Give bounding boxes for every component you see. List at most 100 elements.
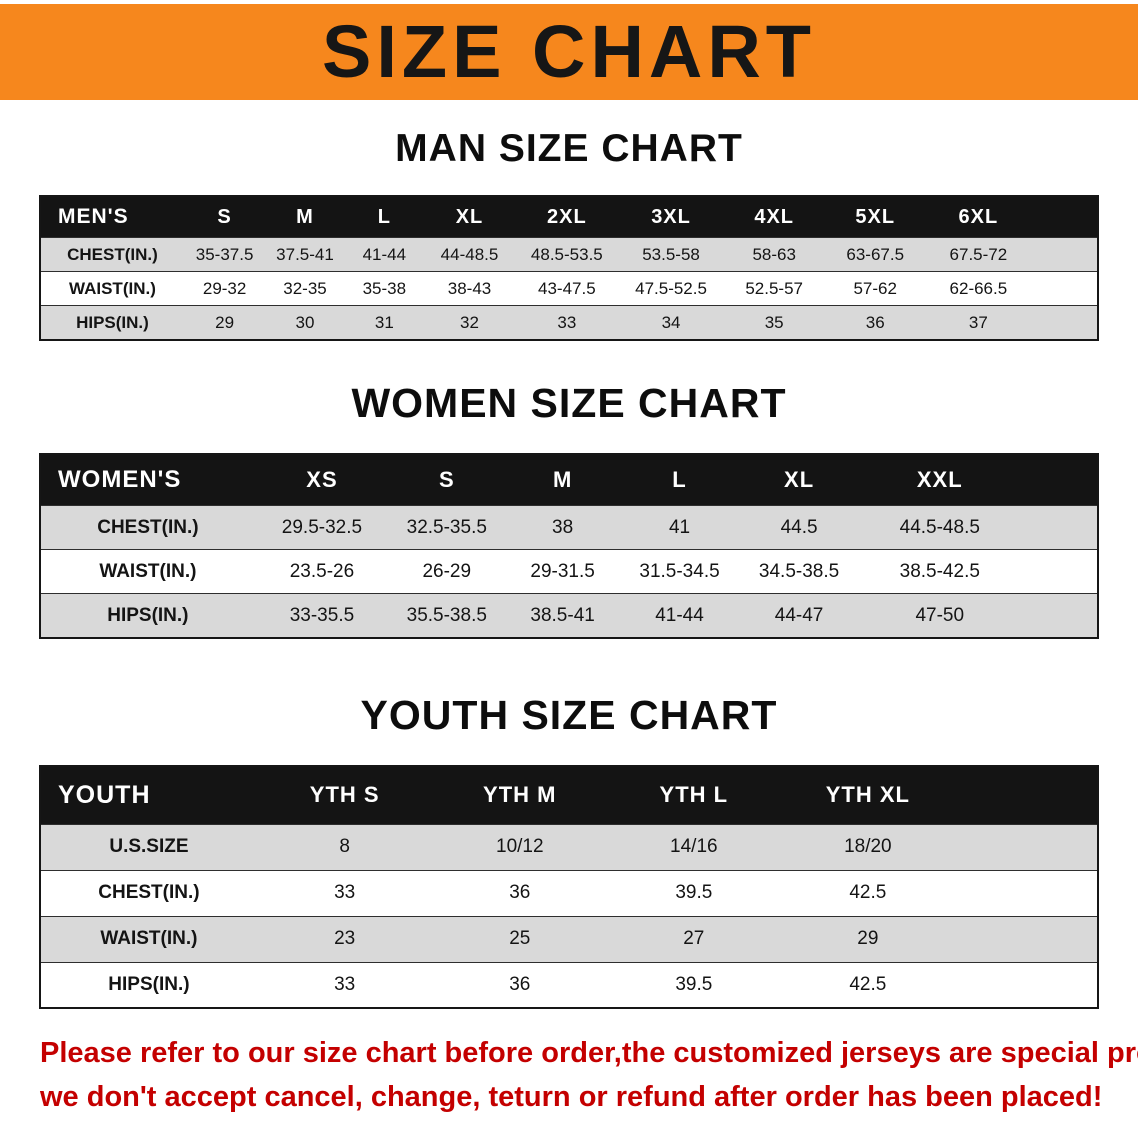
order-notice: Please refer to our size chart before or… xyxy=(0,1031,1138,1119)
row-label: CHEST(IN.) xyxy=(98,882,200,904)
table-row: CHEST(IN.) 33 36 39.5 42.5 xyxy=(40,870,1098,917)
filler-cell xyxy=(955,824,1098,870)
row-label: WAIST(IN.) xyxy=(100,928,198,950)
size-value: 41-44 xyxy=(655,604,704,626)
filler-cell xyxy=(1019,453,1098,506)
size-value: 63-67.5 xyxy=(846,244,905,264)
size-value: 44.5 xyxy=(780,516,818,538)
size-value: 29-31.5 xyxy=(530,560,595,582)
size-column-header: 4XL xyxy=(723,195,825,238)
size-value: 35-38 xyxy=(362,278,407,298)
size-value: 38 xyxy=(552,516,574,538)
size-column-header: XXL xyxy=(859,453,1020,506)
size-value: 52.5-57 xyxy=(745,278,804,298)
size-value: 37 xyxy=(968,312,988,332)
size-column-header: XS xyxy=(254,453,390,506)
size-value: 36 xyxy=(509,973,531,995)
size-chart-page: SIZE CHART MAN SIZE CHART MEN'S S M L XL 2XL 3… xyxy=(0,4,1138,1119)
filler-cell xyxy=(1031,238,1098,272)
banner: SIZE CHART xyxy=(0,4,1138,100)
size-value: 48.5-53.5 xyxy=(530,244,603,264)
filler-cell xyxy=(955,962,1098,1008)
row-label: CHEST(IN.) xyxy=(67,244,158,264)
size-value: 35 xyxy=(764,312,784,332)
page-title: SIZE CHART xyxy=(322,10,816,93)
size-column-header: YTH M xyxy=(432,766,608,825)
size-column-header: XL xyxy=(424,195,515,238)
row-label: HIPS(IN.) xyxy=(108,973,190,995)
youth-size-table: YOUTH YTH S YTH M YTH L YTH XL U.S.SIZE 8 10/12… xyxy=(39,765,1099,1010)
size-value: 23.5-26 xyxy=(289,560,355,582)
filler-cell xyxy=(1031,272,1098,306)
size-value: 32-35 xyxy=(283,278,327,298)
filler-cell xyxy=(955,766,1098,825)
filler-cell xyxy=(1031,306,1098,340)
size-column-header: M xyxy=(504,453,621,506)
table-row: CHEST(IN.) 29.5-32.5 32.5-35.5 38 41 44.5 44.5… xyxy=(40,505,1098,550)
size-column-header: YTH L xyxy=(607,766,781,825)
size-value: 38.5-42.5 xyxy=(899,560,980,582)
size-value: 37.5-41 xyxy=(276,244,334,264)
size-value: 38.5-41 xyxy=(530,604,595,626)
size-value: 44-48.5 xyxy=(440,244,499,264)
table-header-row: MEN'S S M L XL 2XL 3XL 4XL 5XL 6XL xyxy=(40,195,1098,238)
men-size-section: MAN SIZE CHART MEN'S S M L XL 2XL 3XL 4XL 5XL 6XL… xyxy=(0,127,1138,341)
size-value: 44.5-48.5 xyxy=(899,516,980,538)
size-column-header: 3XL xyxy=(618,195,724,238)
size-column-header: S xyxy=(183,195,266,238)
size-value: 35.5-38.5 xyxy=(406,604,487,626)
size-value: 39.5 xyxy=(675,882,713,904)
size-value: 29 xyxy=(857,928,879,950)
size-column-header: L xyxy=(344,195,425,238)
women-size-table: WOMEN'S XS S M L XL XXL CHEST(IN.) 29.5-32.5 32.5… xyxy=(39,452,1099,639)
table-corner-label: WOMEN'S xyxy=(40,453,255,506)
row-label: CHEST(IN.) xyxy=(97,516,199,538)
filler-cell xyxy=(1020,594,1098,638)
size-value: 44-47 xyxy=(774,604,824,626)
size-value: 8 xyxy=(339,836,350,858)
size-value: 31.5-34.5 xyxy=(639,560,720,582)
size-column-header: S xyxy=(389,453,505,506)
size-value: 10/12 xyxy=(496,836,544,858)
notice-line-1: Please refer to our size chart before or… xyxy=(40,1037,1138,1070)
table-row: WAIST(IN.) 23.5-26 26-29 29-31.5 31.5-34.5 34… xyxy=(40,549,1098,594)
youth-size-section: YOUTH SIZE CHART YOUTH YTH S YTH M YTH L YTH… xyxy=(0,692,1138,1010)
size-column-header: 6XL xyxy=(925,195,1032,238)
men-section-heading: MAN SIZE CHART xyxy=(395,127,743,170)
size-value: 39.5 xyxy=(675,973,713,995)
size-value: 41-44 xyxy=(362,244,407,264)
table-row: WAIST(IN.) 29-32 32-35 35-38 38-43 43-47.5 47.… xyxy=(40,271,1098,306)
size-column-header: 2XL xyxy=(515,195,619,238)
filler-cell xyxy=(1020,550,1098,594)
table-row: CHEST(IN.) 35-37.5 37.5-41 41-44 44-48.5 48.5… xyxy=(40,237,1098,272)
size-value: 41 xyxy=(668,516,691,538)
filler-cell xyxy=(955,916,1098,962)
size-value: 30 xyxy=(295,312,315,332)
filler-cell xyxy=(1020,506,1098,550)
size-value: 53.5-58 xyxy=(642,244,700,264)
size-value: 58-63 xyxy=(752,244,796,264)
women-size-section: WOMEN SIZE CHART WOMEN'S XS S M L XL XXL CHEST(… xyxy=(0,379,1138,639)
size-column-header: YTH XL xyxy=(780,766,956,825)
table-header-row: YOUTH YTH S YTH M YTH L YTH XL xyxy=(40,766,1098,825)
size-value: 27 xyxy=(683,928,705,950)
size-value: 38-43 xyxy=(447,278,492,298)
size-column-header: YTH S xyxy=(256,766,433,825)
men-size-table: MEN'S S M L XL 2XL 3XL 4XL 5XL 6XL CHEST(IN.) 35-37… xyxy=(39,194,1099,341)
size-column-header: XL xyxy=(738,453,860,506)
women-section-heading: WOMEN SIZE CHART xyxy=(351,379,787,426)
table-header-row: WOMEN'S XS S M L XL XXL xyxy=(40,453,1098,506)
table-row: HIPS(IN.) 33-35.5 35.5-38.5 38.5-41 41-44 44-… xyxy=(40,593,1098,638)
size-value: 57-62 xyxy=(853,278,897,298)
size-column-header: M xyxy=(265,195,345,238)
size-value: 47-50 xyxy=(915,604,965,626)
table-row: HIPS(IN.) 33 36 39.5 42.5 xyxy=(40,962,1098,1009)
size-value: 33 xyxy=(557,312,577,332)
size-value: 32 xyxy=(460,312,479,332)
size-value: 42.5 xyxy=(849,973,887,995)
size-value: 33 xyxy=(334,882,356,904)
table-corner-label: YOUTH xyxy=(40,766,257,825)
size-value: 47.5-52.5 xyxy=(635,278,707,298)
size-value: 14/16 xyxy=(670,836,718,858)
size-value: 29-32 xyxy=(202,278,247,298)
